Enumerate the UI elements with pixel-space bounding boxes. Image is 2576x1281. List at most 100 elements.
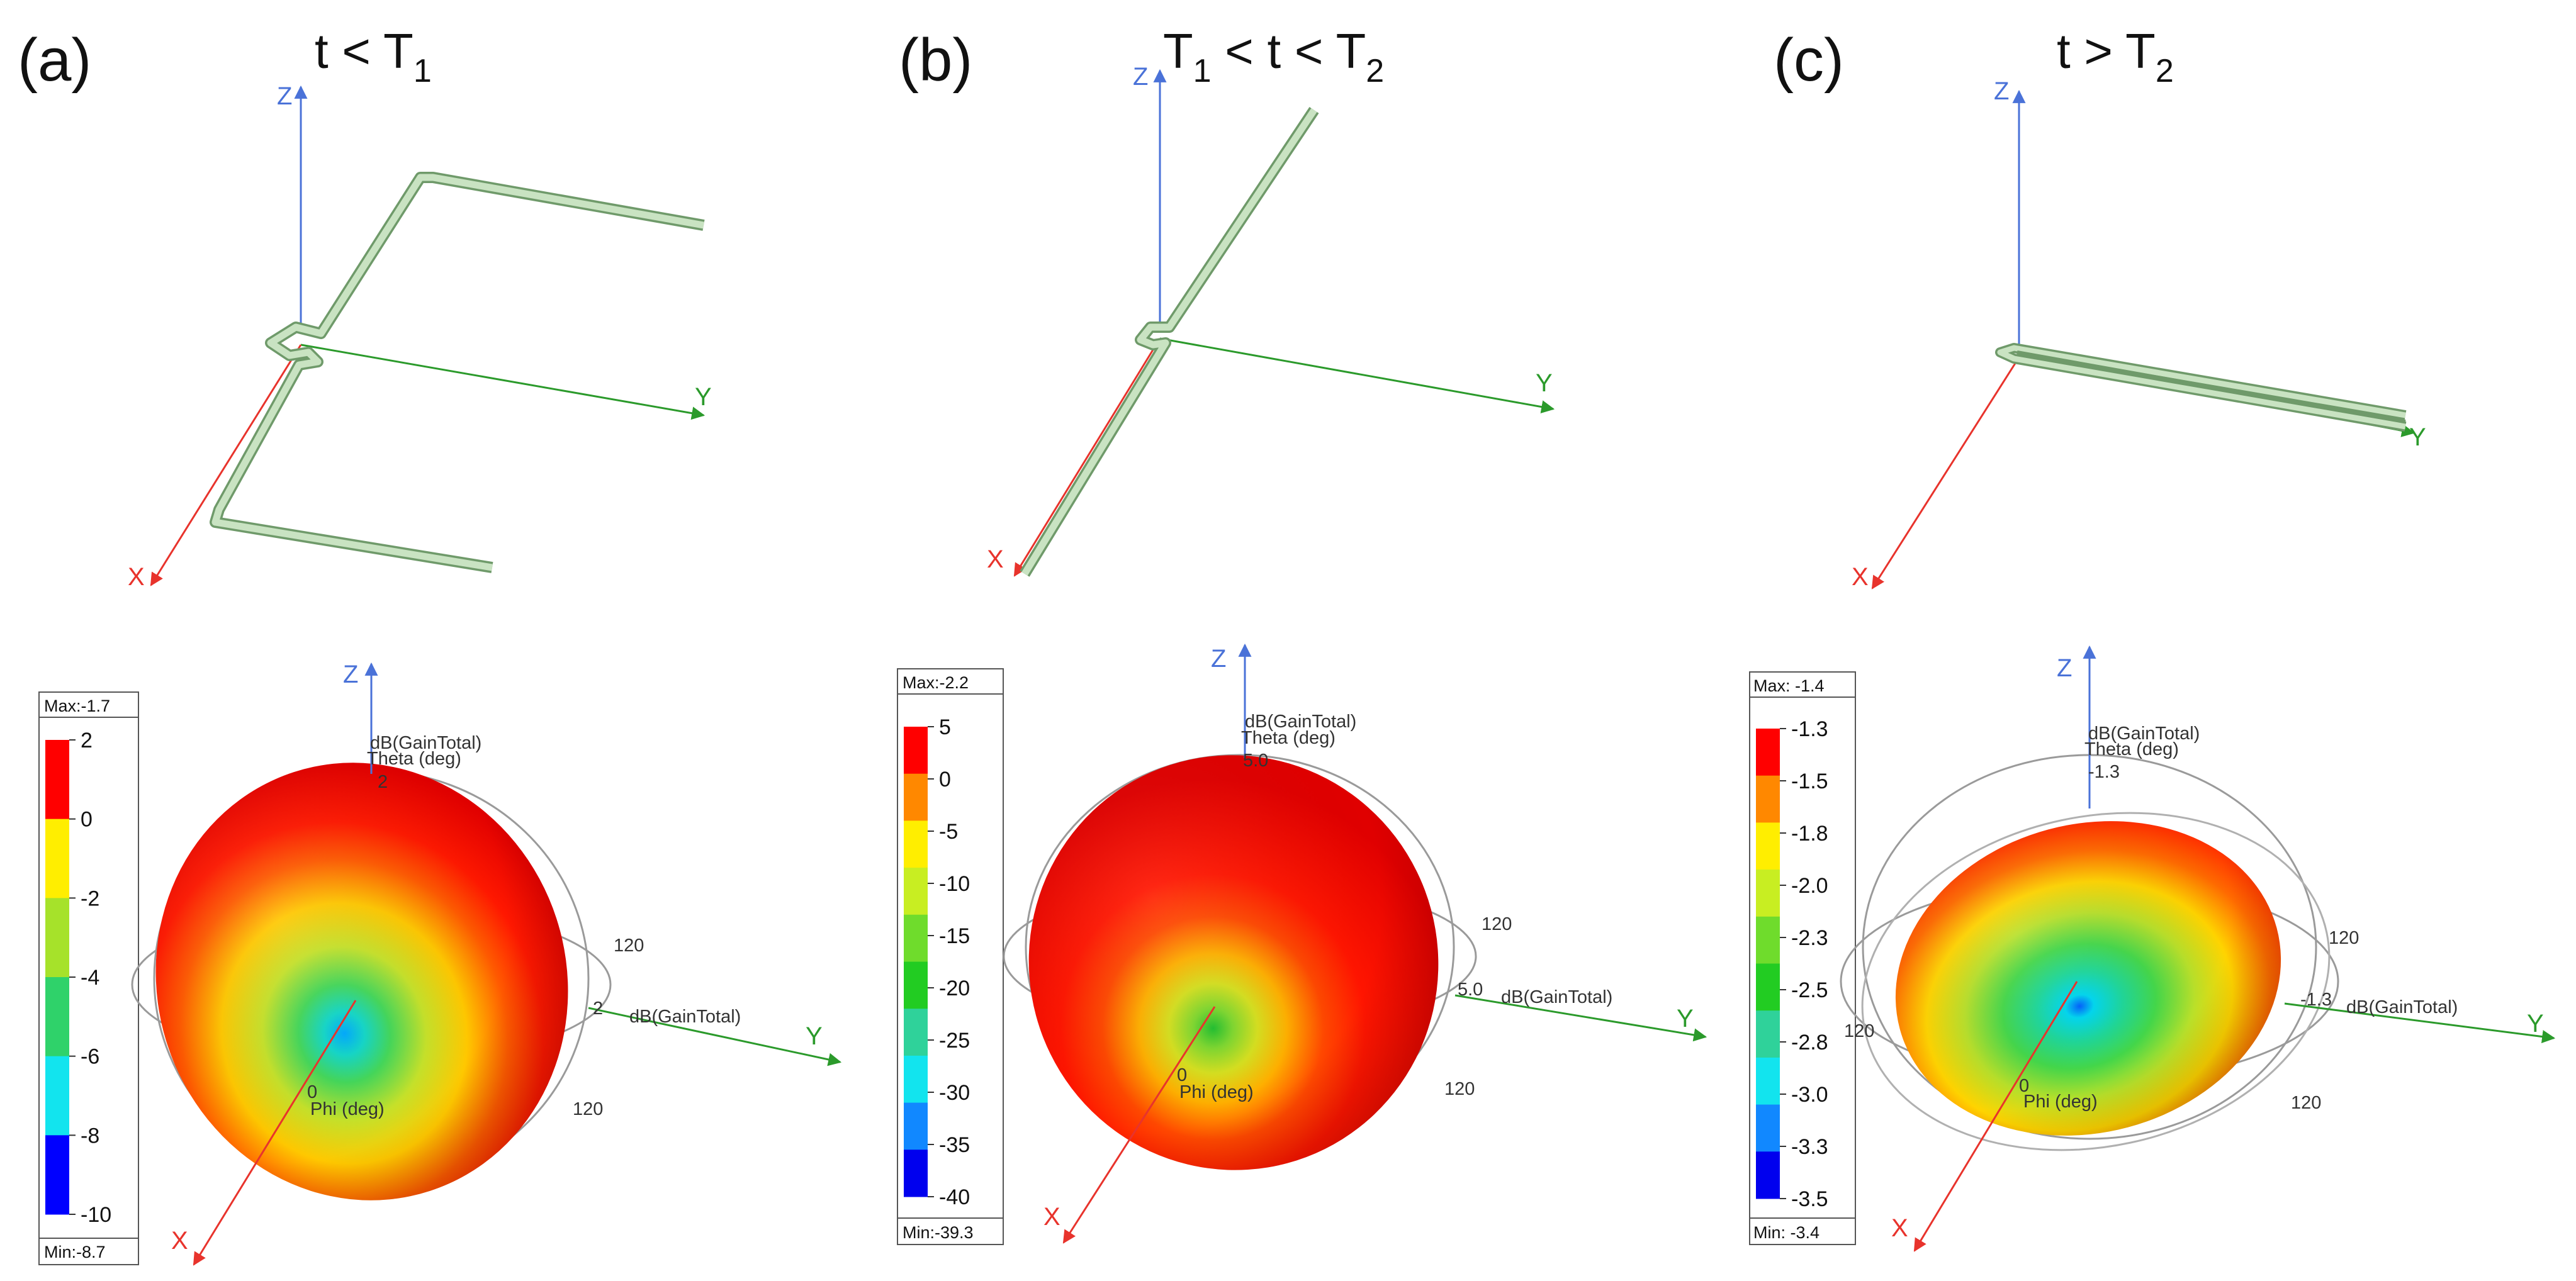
- panel-c-wire-middle: [2016, 350, 2406, 423]
- panel-a-pattern-y-axis: [588, 1007, 842, 1066]
- legend-swatch: [904, 914, 928, 962]
- panel-c-tick-side: -1.3: [2300, 990, 2332, 1010]
- legend-swatch: [1756, 822, 1780, 870]
- panel-b-legend-max: Max:-2.2: [903, 673, 969, 692]
- panel-c-legend-max: Max: -1.4: [1753, 676, 1825, 695]
- panel-a-structure: Z Y X: [128, 82, 712, 591]
- legend-tick-label: -35: [939, 1133, 970, 1157]
- legend-tick-label: -10: [939, 872, 970, 896]
- legend-swatch: [45, 819, 69, 898]
- legend-tick-label: -25: [939, 1029, 970, 1053]
- panel-c-phi: Phi (deg): [2023, 1092, 2098, 1112]
- panel-b: (b) T1 < t < T2 Z Y X Max:-2.2 Min:-39.3…: [897, 23, 1707, 1245]
- legend-tick-label: 2: [81, 729, 93, 752]
- panel-b-pattern-x-label: X: [1043, 1203, 1060, 1231]
- panel-a-theta: Theta (deg): [367, 749, 461, 769]
- panel-b-structure: Z Y X: [987, 63, 1555, 577]
- panel-b-angle-upper: 120: [1482, 914, 1512, 934]
- legend-tick-label: -2.5: [1791, 978, 1828, 1002]
- panel-c-pattern-ring-tilt: [1861, 812, 2331, 1151]
- panel-b-gain-top: dB(GainTotal): [1245, 712, 1356, 732]
- panel-c-pattern-x-label: X: [1891, 1214, 1908, 1242]
- legend-swatch: [45, 898, 69, 978]
- panel-a-zero: 0: [307, 1082, 317, 1102]
- panel-a-angle-upper: 120: [614, 936, 644, 956]
- panel-c-z-label: Z: [1994, 77, 2009, 105]
- legend-tick-label: -10: [81, 1203, 111, 1227]
- panel-c-pattern-y-axis: [2284, 1002, 2556, 1044]
- panel-c-x-label: X: [1852, 563, 1869, 591]
- panel-b-zero: 0: [1177, 1065, 1187, 1085]
- panel-c-lobe-shade: [1895, 821, 2281, 1136]
- legend-swatch: [904, 1055, 928, 1104]
- panel-a-phi: Phi (deg): [310, 1099, 385, 1119]
- legend-swatch: [1756, 775, 1780, 823]
- panel-c-pattern-z-label: Z: [2057, 654, 2072, 682]
- legend-tick-label: -8: [81, 1124, 99, 1148]
- panel-c-theta: Theta (deg): [2084, 739, 2179, 759]
- legend-tick-label: 5: [939, 715, 951, 739]
- panel-c-zero: 0: [2019, 1076, 2029, 1096]
- panel-a-tick-top: 2: [378, 772, 388, 792]
- legend-tick-label: -30: [939, 1081, 970, 1105]
- legend-tick-label: -6: [81, 1045, 99, 1069]
- panel-c-angle-left: 120: [1844, 1021, 1874, 1041]
- legend-swatch: [904, 1150, 928, 1197]
- legend-tick-label: -1.8: [1791, 822, 1828, 846]
- legend-tick-label: -1.5: [1791, 769, 1828, 793]
- legend-swatch: [1756, 963, 1780, 1011]
- panel-b-condition: T1 < t < T2: [1163, 23, 1384, 89]
- legend-swatch: [904, 1102, 928, 1150]
- panel-b-y-label: Y: [1536, 369, 1553, 397]
- panel-b-phi: Phi (deg): [1179, 1082, 1254, 1102]
- panel-a-wire: [211, 174, 704, 571]
- panel-b-legend: Max:-2.2 Min:-39.3 5 0 -5 -10 -15 -20 -25 -30 -3…: [897, 668, 1004, 1245]
- legend-tick-label: 0: [81, 808, 93, 832]
- legend-swatch: [1756, 1057, 1780, 1105]
- legend-swatch: [1756, 870, 1780, 917]
- panel-b-tick-side: 5.0: [1458, 980, 1483, 1000]
- legend-tick-label: -20: [939, 976, 970, 1000]
- panel-b-pattern-y-label: Y: [1677, 1005, 1694, 1032]
- panel-c-gain-side: dB(GainTotal): [2346, 997, 2458, 1017]
- panel-b-legend-ticks: 5 0 -5 -10 -15 -20 -25 -30 -35 -40: [928, 715, 970, 1209]
- legend-tick-label: -2.0: [1791, 874, 1828, 898]
- panel-b-pattern-z-label: Z: [1211, 645, 1226, 673]
- legend-swatch: [904, 1009, 928, 1056]
- panel-b-angle-lower: 120: [1444, 1079, 1475, 1099]
- legend-tick-label: -1.3: [1791, 717, 1828, 741]
- panel-a-legend-ticks: 2 0 -2 -4 -6 -8 -10: [69, 729, 111, 1227]
- panel-b-lobe-shade: [1028, 755, 1439, 1170]
- panel-a-pattern-x-axis: [193, 1000, 357, 1266]
- panel-a-pattern-x-label: X: [171, 1227, 188, 1255]
- panel-a-z-label: Z: [277, 82, 292, 110]
- legend-swatch: [904, 773, 928, 821]
- panel-b-legend-swatches: [904, 727, 928, 1197]
- panel-a: (a) t < T1 Z Y X Max:-1.7 Min:-8.7 2 0 -2 -…: [18, 23, 842, 1266]
- panel-a-tick-side: 2: [593, 999, 603, 1019]
- panel-a-pattern-z-label: Z: [343, 661, 358, 688]
- panel-b-x-label: X: [987, 545, 1004, 573]
- panel-a-pattern: Z Y X dB(GainTotal) Theta (deg) 2 dB(Gai…: [131, 661, 842, 1266]
- panel-c: (c) t > T2 Z Y X Max: -1.4 Min: -3.4 -1.…: [1749, 23, 2556, 1252]
- panel-a-pattern-y-label: Y: [806, 1022, 823, 1050]
- legend-swatch: [904, 727, 928, 775]
- legend-swatch: [904, 820, 928, 868]
- panel-b-legend-min: Min:-39.3: [903, 1223, 974, 1242]
- panel-c-legend: Max: -1.4 Min: -3.4 -1.3 -1.5 -1.8 -2.0 -2.3…: [1749, 671, 1856, 1245]
- legend-swatch: [1756, 1151, 1780, 1199]
- panel-a-gain-top: dB(GainTotal): [370, 733, 481, 753]
- panel-c-legend-ticks: -1.3 -1.5 -1.8 -2.0 -2.3 -2.5 -2.8 -3.0 -3.3 -3.5: [1780, 717, 1828, 1211]
- panel-c-pattern: Z Y X dB(GainTotal) Theta (deg) -1.3 dB(…: [1840, 645, 2556, 1252]
- legend-tick-label: -3.0: [1791, 1083, 1828, 1107]
- panel-c-legend-swatches: [1756, 729, 1780, 1199]
- panel-c-wire: [1997, 345, 2406, 430]
- panel-c-condition: t > T2: [2057, 23, 2174, 89]
- legend-swatch: [904, 961, 928, 1009]
- legend-swatch: [1756, 1010, 1780, 1058]
- panel-b-theta: Theta (deg): [1241, 728, 1336, 748]
- legend-tick-label: -2: [81, 887, 99, 910]
- legend-swatch: [45, 1135, 69, 1215]
